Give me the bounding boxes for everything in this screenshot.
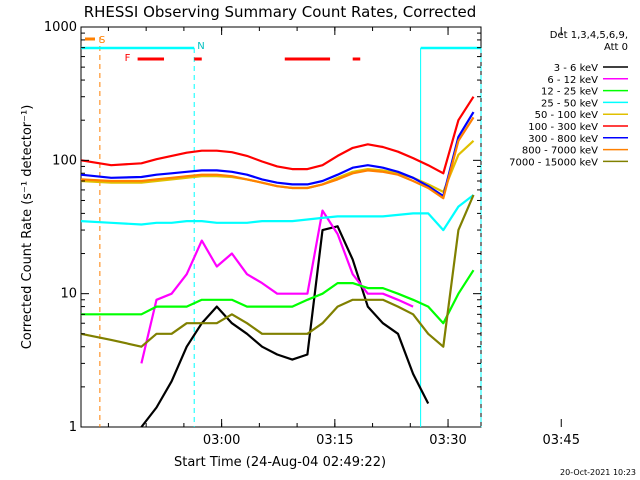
plot-frame [80, 26, 482, 428]
flare-flag-label: F [125, 53, 131, 64]
x-tick-label: 03:30 [429, 433, 466, 448]
series-line [80, 194, 475, 348]
x-tick-label: 03:15 [316, 433, 353, 448]
chart-title: RHESSI Observing Summary Count Rates, Co… [84, 3, 477, 21]
timestamp-label: 20-Oct-2021 10:23 [560, 468, 636, 477]
legend-entry-label: 800 - 7000 keV [522, 146, 598, 157]
saa-flag-label: S [99, 35, 105, 46]
legend-entry-label: 7000 - 15000 keV [509, 157, 598, 168]
y-tick-label: 100 [52, 153, 77, 168]
legend-entry-label: 50 - 100 keV [535, 110, 599, 121]
x-tick-label: 03:00 [203, 433, 240, 448]
legend-entry-label: 300 - 800 keV [528, 134, 598, 145]
legend-header: Det 1,3,4,5,6,9, [550, 30, 628, 41]
y-axis-label: Corrected Count Rate (s⁻¹ detector⁻¹) [20, 105, 35, 350]
series-line [140, 225, 430, 428]
series-line [80, 111, 475, 198]
legend-entry-label: 100 - 300 keV [528, 122, 598, 133]
series-line [80, 96, 475, 175]
legend-entry-label: 12 - 25 keV [541, 87, 598, 98]
y-tick-label: 10 [60, 287, 77, 302]
series-line [80, 194, 475, 232]
series-line [81, 269, 475, 325]
y-tick-label: 1 [69, 420, 77, 435]
night-flag-label: N [197, 41, 204, 52]
plot-area: S N F [80, 26, 482, 428]
legend-header: Att 0 [604, 42, 628, 53]
y-tick-label: 1000 [44, 20, 77, 35]
x-axis-label: Start Time (24-Aug-04 02:49:22) [174, 455, 386, 470]
series-line [80, 116, 475, 200]
legend-entry-label: 3 - 6 keV [554, 63, 598, 74]
legend-entry-label: 6 - 12 keV [547, 75, 598, 86]
legend-entry-label: 25 - 50 keV [541, 98, 598, 109]
x-tick-label: 03:45 [543, 433, 580, 448]
